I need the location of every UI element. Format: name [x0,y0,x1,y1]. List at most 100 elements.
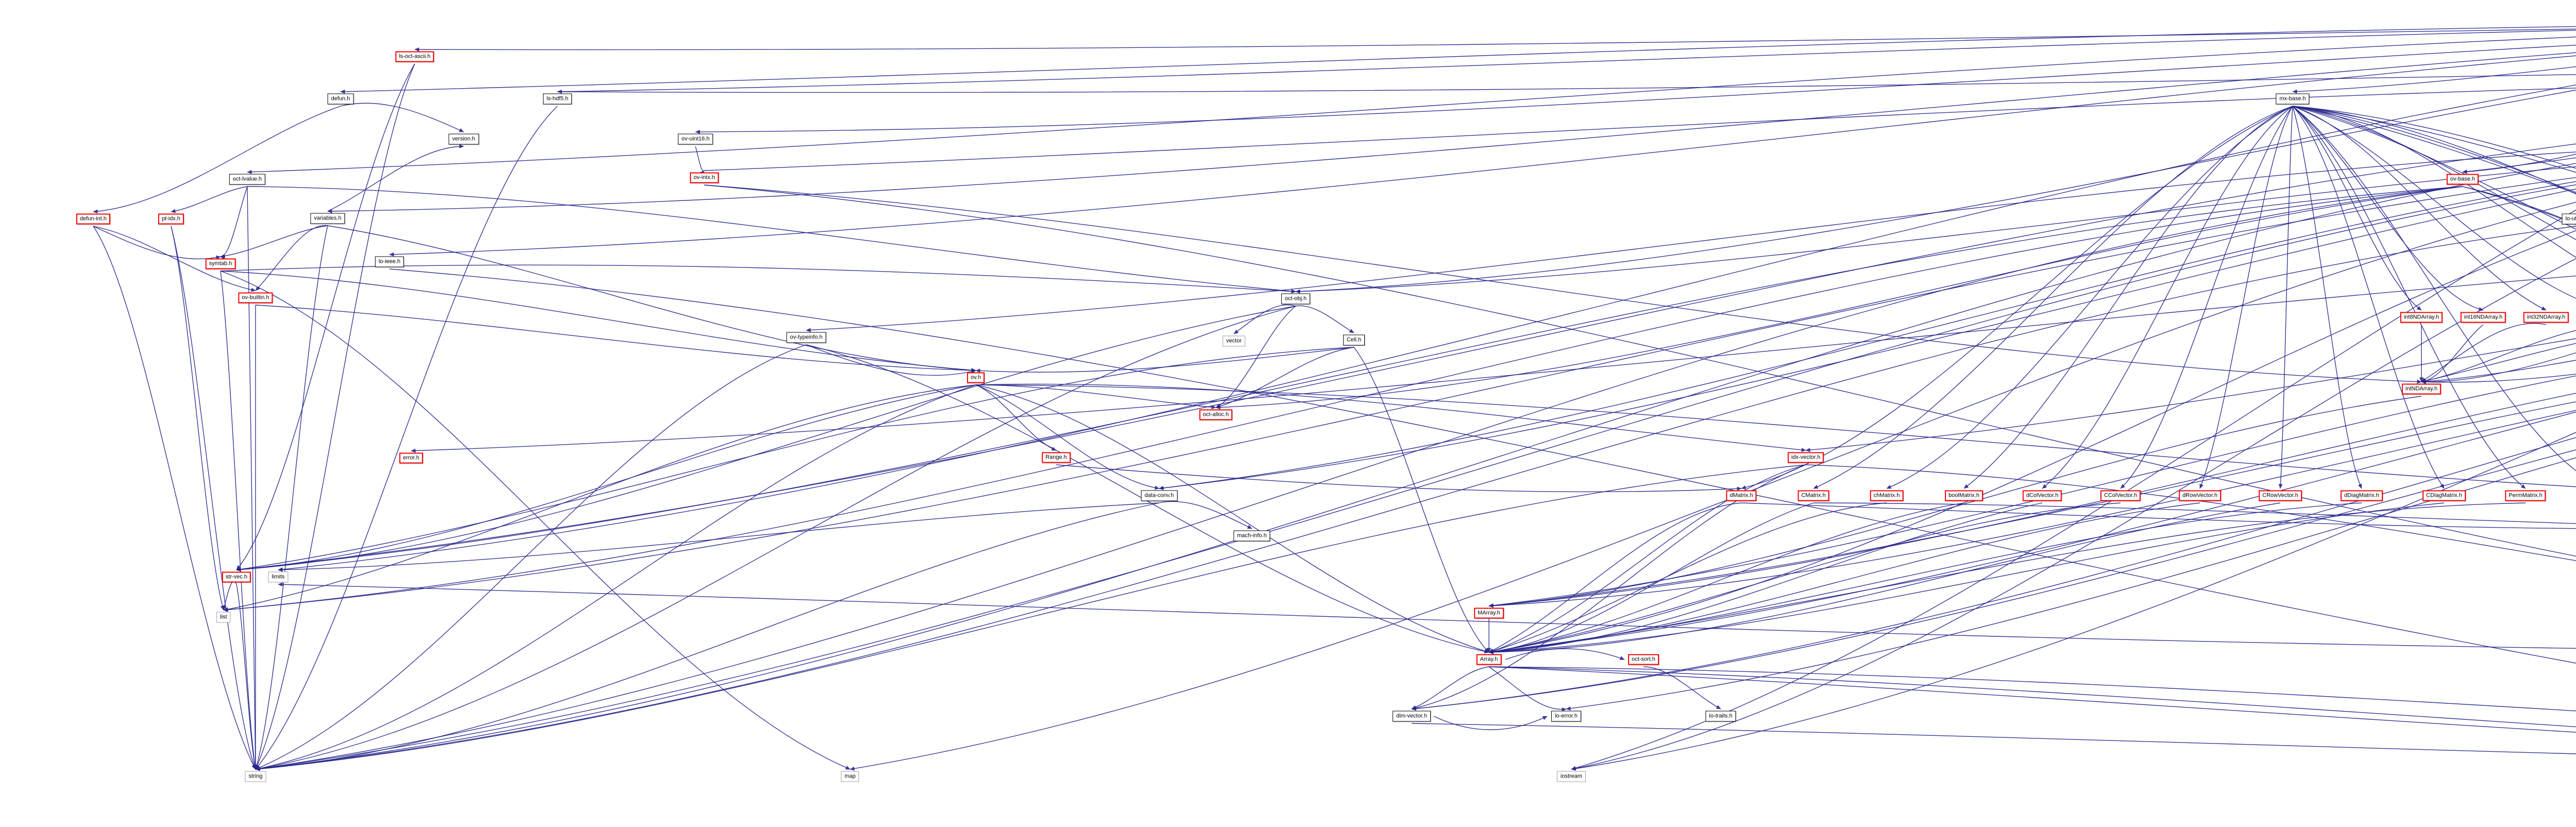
include-edge [1963,106,2293,489]
include-edge [236,384,976,572]
graph-node-data_conv[interactable]: data-conv.h [1141,490,1178,501]
include-edge [806,151,2576,332]
graph-node-map: map [841,771,859,782]
graph-node-drowvector[interactable]: dRowVector.h [2179,490,2221,501]
graph-node-int32nd[interactable]: int32NDArray.h [2523,312,2569,323]
include-edge [557,30,2576,94]
include-edge [1488,502,2281,654]
graph-node-idx_vector[interactable]: idx-vector.h [1787,452,1824,463]
include-edge [2292,106,2484,311]
graph-node-ov_uint16_h[interactable]: ov-uint16.h [677,133,714,145]
graph-node-ov_intx[interactable]: ov-intx.h [690,172,719,183]
graph-node-cmatrix[interactable]: CMatrix.h [1798,490,1829,501]
graph-node-pt_idx[interactable]: pt-idx.h [158,213,184,225]
graph-node-dcolvector[interactable]: dColVector.h [2022,490,2062,501]
include-edge [2462,186,2576,225]
include-edge [2120,106,2293,489]
graph-node-defun[interactable]: defun.h [327,93,354,105]
include-edge [236,306,1296,572]
include-edge [2462,154,2576,174]
graph-node-ls_hdf5[interactable]: ls-hdf5.h [543,93,572,105]
graph-node-error[interactable]: error.h [399,452,423,464]
graph-node-string: string [245,771,266,782]
include-edge [1215,186,2463,410]
include-edge [1056,464,1742,493]
graph-node-ov_builtin[interactable]: ov-builtin.h [238,292,273,303]
graph-node-dmatrix[interactable]: dMatrix.h [1726,490,1757,501]
graph-node-int16nd[interactable]: int16NDArray.h [2460,312,2506,323]
graph-node-permmatrix[interactable]: PermMatrix.h [2505,490,2546,501]
graph-node-oct_alloc[interactable]: oct-alloc.h [1199,409,1233,420]
graph-node-ov_base[interactable]: ov-base.h [2446,174,2479,185]
include-edge [1488,393,2576,608]
graph-node-ls_oct_ascii[interactable]: ls-oct-ascii.h [395,51,434,62]
graph-node-oct_lvalue[interactable]: oct-lvalue.h [229,174,266,185]
graph-node-range[interactable]: Range.h [1042,452,1071,463]
graph-node-marray[interactable]: MArray.h [1474,607,1504,619]
graph-node-lo_ieee[interactable]: lo-ieee.h [375,256,404,267]
graph-node-array[interactable]: Array.h [1476,654,1502,665]
include-edge [806,344,1489,654]
graph-node-cdiagmatrix[interactable]: CDiagMatrix.h [2422,490,2466,501]
graph-node-version[interactable]: version.h [448,133,479,145]
include-edge [93,106,341,214]
include-edge [975,384,1216,410]
include-edge [340,26,2576,94]
graph-node-dim_vector[interactable]: dim-vector.h [1393,711,1431,722]
include-edge [255,344,807,770]
include-edge [220,225,328,258]
include-edge [1571,209,2576,770]
graph-node-chmatrix[interactable]: chMatrix.h [1870,490,1904,501]
include-edge [975,384,2576,487]
graph-node-mach_info[interactable]: mach-info.h [1233,530,1270,542]
include-edge [1488,410,2576,608]
include-edge [278,502,1160,572]
graph-node-lo_utils[interactable]: lo-utils.h [2562,213,2576,225]
include-edge [704,88,2576,171]
graph-node-defun_int[interactable]: defun-int.h [76,213,110,225]
include-edge [704,184,2576,557]
include-edge [704,184,2422,384]
include-edge [1488,502,2526,654]
graph-node-oct_sort[interactable]: oct-sort.h [1628,654,1659,665]
include-edge [1643,666,1721,710]
graph-node-str_vec[interactable]: str-vec.h [222,571,251,583]
include-edge [389,55,2576,257]
include-edge [1805,338,2576,452]
graph-node-lo_error[interactable]: lo-error.h [1551,711,1582,722]
graph-node-int8nd[interactable]: int8NDArray.h [2400,312,2443,323]
graph-node-crowvector[interactable]: CRowVector.h [2259,490,2302,501]
include-edge [2292,106,2576,193]
graph-node-ccolvector[interactable]: CColVector.h [2100,490,2141,501]
include-edge [1159,181,2576,490]
include-edge [223,186,2463,612]
include-edge [1566,457,2576,711]
graph-node-mx_base[interactable]: mx-base.h [2276,93,2310,105]
graph-node-oct_obj[interactable]: oct-obj.h [1281,293,1311,305]
include-edge [171,226,256,770]
include-edge [389,268,2576,664]
include-edge [1295,90,2576,294]
include-edge [93,226,221,260]
graph-node-ov[interactable]: ov.h [967,372,985,383]
include-edge [255,225,328,770]
graph-node-limits: limits [268,571,289,583]
graph-node-ddiagmatrix[interactable]: dDiagMatrix.h [2341,490,2383,501]
graph-node-intnd[interactable]: intNDArray.h [2401,383,2442,395]
graph-node-ov_typeinfo[interactable]: ov-typeinfo.h [786,332,826,343]
include-edge [1488,396,2422,608]
include-edge [1488,502,2200,654]
include-edge [236,63,415,570]
graph-node-lo_traits[interactable]: lo-traits.h [1705,711,1736,722]
graph-node-symtab[interactable]: symtab.h [205,258,236,269]
graph-node-boolmatrix[interactable]: boolMatrix.h [1945,490,1983,501]
graph-node-variables[interactable]: variables.h [310,213,345,224]
graph-node-cell[interactable]: Cell.h [1343,334,1365,346]
include-edge [223,177,2576,612]
include-edge [1488,502,1887,653]
include-edge [1488,375,2576,607]
include-edge [1488,666,2576,728]
include-edge [255,305,976,373]
include-edge [255,306,1296,771]
